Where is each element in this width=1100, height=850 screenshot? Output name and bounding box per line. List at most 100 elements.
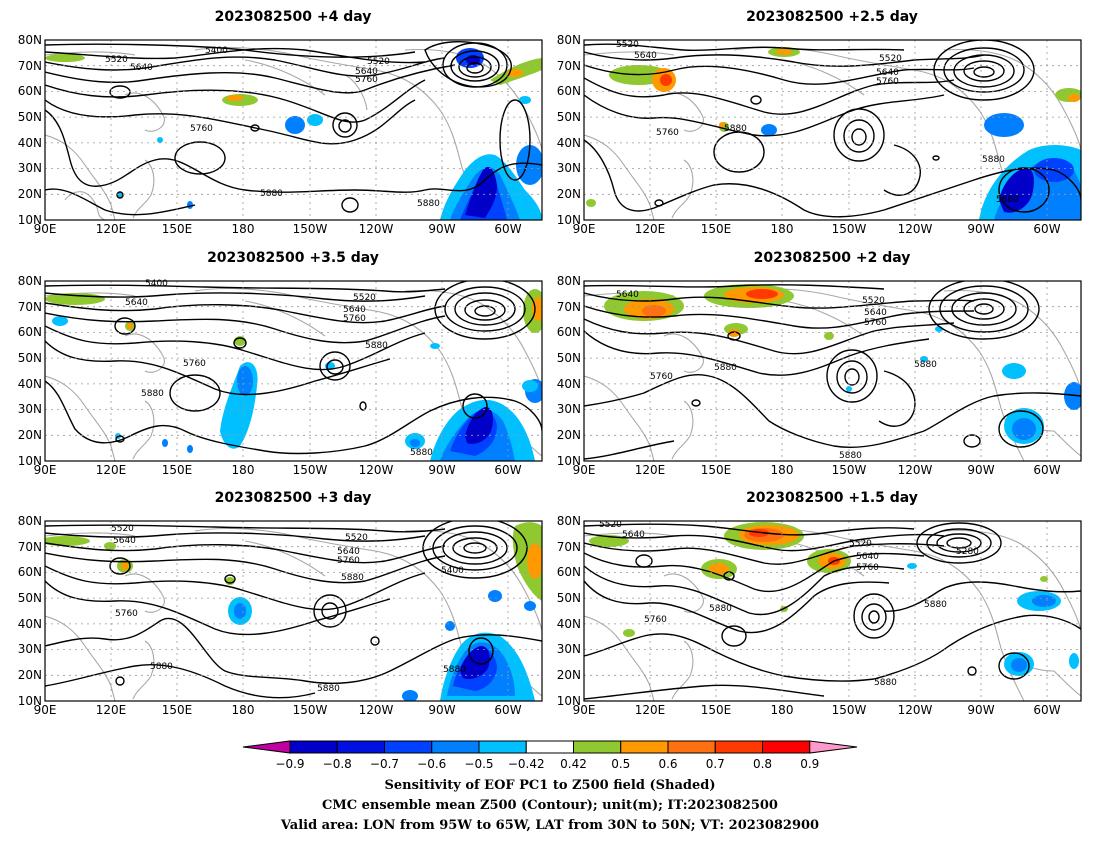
- lon-tick-label: 150W: [293, 222, 328, 236]
- contour-labels: 5640 5520 5640 5760 5760 5880 5880 5880: [616, 290, 937, 461]
- panel-title: 2023082500 +2.5 day: [746, 9, 918, 25]
- sensitivity-shading: [45, 289, 542, 461]
- lon-tick-label: 150W: [832, 463, 867, 477]
- lat-tick-label: 20N: [18, 187, 42, 201]
- lon-tick-label: 90E: [34, 222, 57, 236]
- contour-label: 5880: [996, 195, 1019, 205]
- contour-labels: 5520 5640 5520 5640 5760 5280 5880 5760 …: [599, 520, 979, 688]
- lon-tick-label: 90W: [428, 463, 455, 477]
- panel-title: 2023082500 +3.5 day: [207, 250, 379, 266]
- colorbar-segment: [384, 740, 433, 754]
- latitude-axis: 10N 20N 30N 40N 50N 60N 70N 80N: [18, 274, 42, 468]
- contour-label: 5760: [337, 556, 360, 566]
- contour-label: 5640: [616, 290, 639, 300]
- contour-label: 5880: [839, 451, 862, 461]
- colorbar-label: −0.9: [275, 757, 304, 771]
- lon-tick-label: 120W: [898, 703, 933, 717]
- colorbar-label: 0.8: [753, 757, 772, 771]
- lat-tick-label: 30N: [557, 161, 581, 175]
- lon-tick-label: 60W: [494, 463, 521, 477]
- lon-tick-label: 120E: [96, 463, 127, 477]
- latitude-axis: 10N 20N 30N 40N 50N 60N 70N 80N: [18, 33, 42, 227]
- lat-tick-label: 40N: [557, 377, 581, 391]
- lon-tick-label: 180: [771, 463, 794, 477]
- lat-tick-label: 60N: [557, 84, 581, 98]
- contour-label: 5520: [111, 524, 134, 534]
- lat-tick-label: 80N: [557, 33, 581, 47]
- contour-label: 5760: [856, 563, 879, 573]
- lat-tick-label: 50N: [557, 351, 581, 365]
- lat-tick-label: 40N: [18, 377, 42, 391]
- colorbar-segment: [478, 740, 527, 754]
- colorbar-label: 0.6: [658, 757, 677, 771]
- colorbar-segment: [573, 740, 622, 754]
- lon-tick-label: 120W: [898, 222, 933, 236]
- z500-contours: [584, 522, 1081, 700]
- lon-tick-label: 180: [771, 703, 794, 717]
- contour-labels: 5400 5520 5640 5520 5640 5760 5760 5880 …: [105, 46, 440, 209]
- contour-label: 5400: [441, 566, 464, 576]
- lat-tick-label: 60N: [18, 325, 42, 339]
- lon-tick-label: 150E: [701, 703, 732, 717]
- contour-label: 5520: [862, 296, 885, 306]
- contour-label: 5880: [914, 360, 937, 370]
- colorbar-label: −0.7: [370, 757, 399, 771]
- colorbar-segment: [620, 740, 669, 754]
- contour-label: 5280: [956, 547, 979, 557]
- lon-tick-label: 120W: [359, 463, 394, 477]
- map-panel-plus-4-day: 2023082500 +4 day: [18, 9, 543, 236]
- lat-tick-label: 40N: [557, 136, 581, 150]
- figure-caption: Sensitivity of EOF PC1 to Z500 field (Sh…: [280, 778, 819, 833]
- lat-tick-label: 20N: [557, 668, 581, 682]
- lat-tick-label: 20N: [557, 428, 581, 442]
- colorbar-segment: [525, 740, 574, 754]
- z500-contours: [45, 41, 542, 216]
- contour-label: 5880: [924, 600, 947, 610]
- contour-label: 5760: [864, 318, 887, 328]
- lat-tick-label: 10N: [557, 454, 581, 468]
- contour-label: 5760: [876, 77, 899, 87]
- contour-label: 5760: [190, 124, 213, 134]
- contour-label: 5520: [599, 520, 622, 530]
- lon-tick-label: 90W: [967, 463, 994, 477]
- contour-label: 5880: [260, 189, 283, 199]
- caption-line-1: Sensitivity of EOF PC1 to Z500 field (Sh…: [384, 778, 715, 793]
- lon-tick-label: 60W: [1033, 703, 1060, 717]
- lat-tick-label: 10N: [557, 213, 581, 227]
- lat-tick-label: 80N: [557, 514, 581, 528]
- caption-line-2: CMC ensemble mean Z500 (Contour); unit(m…: [322, 798, 778, 813]
- longitude-axis: 90E 120E 150E 180 150W 120W 90W 60W: [573, 463, 1061, 477]
- lon-tick-label: 180: [232, 222, 255, 236]
- lon-tick-label: 90W: [967, 703, 994, 717]
- lon-tick-label: 90E: [573, 463, 596, 477]
- lat-tick-label: 60N: [18, 84, 42, 98]
- colorbar-label: −0.6: [417, 757, 446, 771]
- lat-tick-label: 40N: [18, 136, 42, 150]
- lat-tick-label: 20N: [557, 187, 581, 201]
- latitude-axis: 10N 20N 30N 40N 50N 60N 70N 80N: [557, 33, 581, 227]
- lat-tick-label: 70N: [18, 300, 42, 314]
- lon-tick-label: 60W: [1033, 222, 1060, 236]
- contour-label: 5880: [365, 341, 388, 351]
- sensitivity-shading: [45, 522, 542, 701]
- contour-labels: 5400 5640 5520 5640 5760 5760 5880 5880 …: [125, 279, 433, 458]
- sensitivity-shading: [586, 47, 1081, 220]
- lon-tick-label: 120E: [635, 222, 666, 236]
- lat-tick-label: 30N: [18, 402, 42, 416]
- contour-label: 5520: [849, 539, 872, 549]
- longitude-axis: 90E 120E 150E 180 150W 120W 90W 60W: [573, 703, 1061, 717]
- colorbar-segment: [762, 740, 811, 754]
- contour-label: 5760: [115, 609, 138, 619]
- contour-label: 5640: [130, 63, 153, 73]
- lat-tick-label: 20N: [18, 668, 42, 682]
- contour-label: 5880: [709, 604, 732, 614]
- lat-tick-label: 50N: [18, 591, 42, 605]
- lon-tick-label: 150W: [293, 463, 328, 477]
- lon-tick-label: 150W: [832, 703, 867, 717]
- longitude-axis: 90E 120E 150E 180 150W 120W 90W 60W: [34, 463, 522, 477]
- latitude-axis: 10N 20N 30N 40N 50N 60N 70N 80N: [557, 274, 581, 468]
- lat-tick-label: 50N: [557, 591, 581, 605]
- lat-tick-label: 70N: [18, 59, 42, 73]
- lon-tick-label: 60W: [1033, 463, 1060, 477]
- contour-label: 5520: [345, 533, 368, 543]
